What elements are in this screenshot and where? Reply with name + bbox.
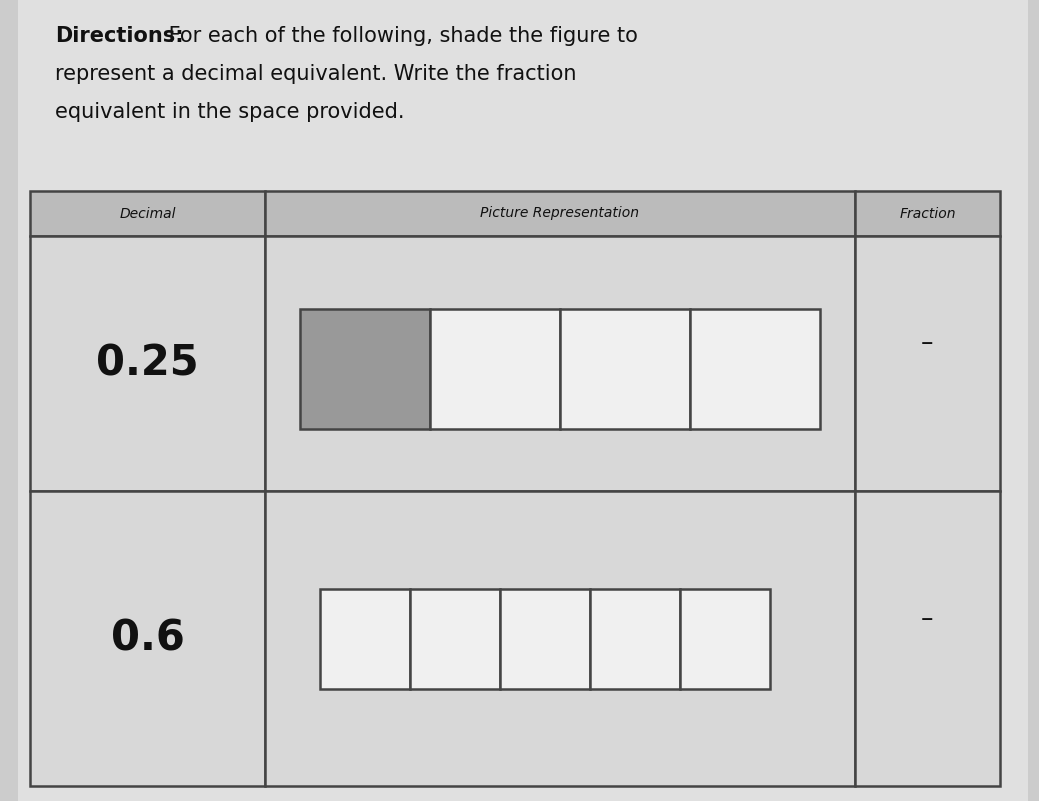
Text: Picture Representation: Picture Representation [480,207,639,220]
Text: 0.6: 0.6 [110,618,185,659]
Text: For each of the following, shade the figure to: For each of the following, shade the fig… [162,26,638,46]
Bar [30,491,265,786]
Bar [690,308,820,429]
Bar [855,191,1000,236]
Text: represent a decimal equivalent. Write the fraction: represent a decimal equivalent. Write th… [55,64,577,84]
Text: –: – [922,606,934,630]
Text: Decimal: Decimal [119,207,176,220]
Text: –: – [922,332,934,356]
Bar [265,236,855,491]
Bar [320,589,410,689]
Bar [590,589,680,689]
Bar [265,491,855,786]
Bar [680,589,770,689]
Bar [560,308,690,429]
Bar [430,308,560,429]
Text: 0.25: 0.25 [97,343,198,384]
Bar [855,236,1000,491]
Text: Directions:: Directions: [55,26,184,46]
Bar [265,191,855,236]
Bar [300,308,430,429]
Text: equivalent in the space provided.: equivalent in the space provided. [55,102,404,122]
Bar [30,191,265,236]
Bar [410,589,500,689]
Bar [500,589,590,689]
Bar [855,491,1000,786]
Bar [30,236,265,491]
Text: Fraction: Fraction [899,207,956,220]
